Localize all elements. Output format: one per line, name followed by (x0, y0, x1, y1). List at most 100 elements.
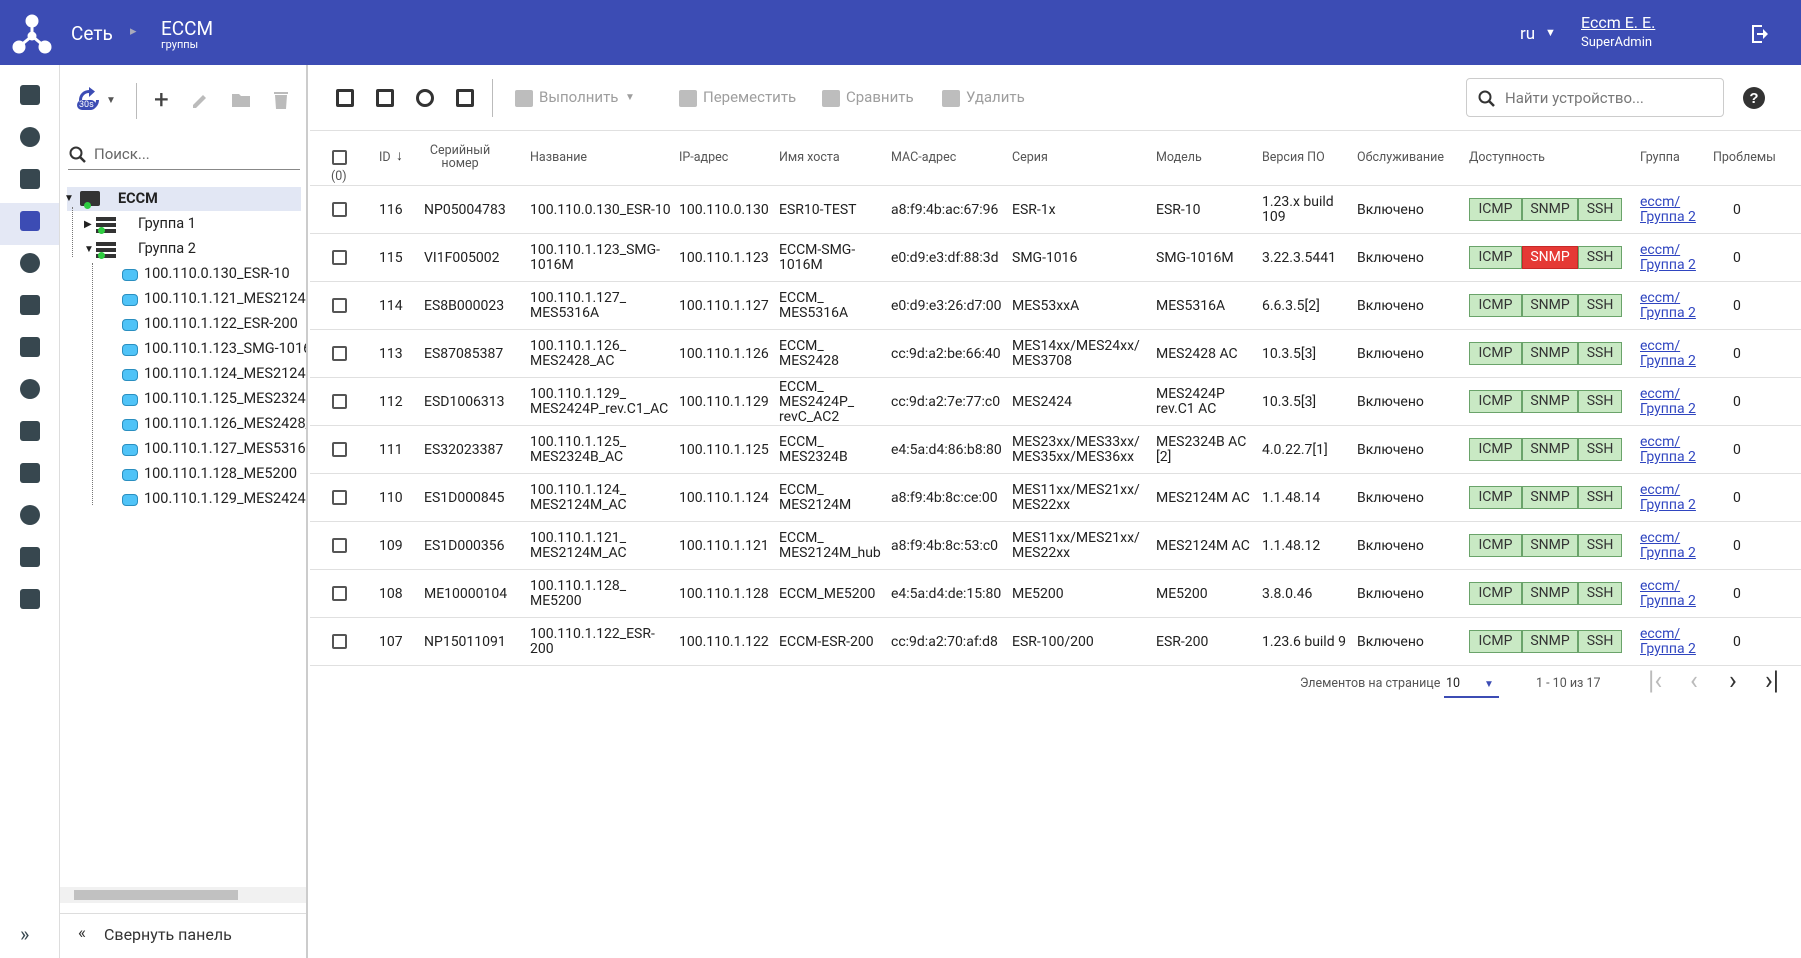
group-link[interactable]: eccm/ Группа 2 (1640, 338, 1696, 369)
dashboard-icon[interactable] (20, 85, 40, 105)
group-link[interactable]: eccm/ Группа 2 (1640, 434, 1696, 465)
group-link[interactable]: eccm/ Группа 2 (1640, 482, 1696, 513)
row-checkbox[interactable] (332, 538, 347, 553)
column-header[interactable]: Группа (1640, 150, 1680, 165)
table-row[interactable]: 113 ES87085387 100.110.1.126_ MES2428_AC 10… (310, 330, 1801, 378)
expand-arrow[interactable]: ▼ (84, 244, 94, 255)
tree-device[interactable]: 100.110.1.121_MES2124M_AC (144, 290, 306, 307)
logo[interactable] (12, 14, 52, 54)
column-header[interactable]: Обслуживание (1357, 150, 1444, 165)
network-icon[interactable] (20, 211, 40, 231)
collapse-panel[interactable]: Свернуть панель (104, 925, 232, 944)
column-header[interactable]: Доступность (1469, 150, 1545, 165)
tree-root[interactable]: ECCM (118, 190, 158, 207)
per-page-select[interactable]: 10 (1444, 674, 1499, 698)
row-checkbox[interactable] (332, 490, 347, 505)
table-row[interactable]: 114 ES8B000023 100.110.1.127_ MES5316A 100.… (310, 282, 1801, 330)
settings-icon[interactable] (20, 589, 40, 609)
group-link[interactable]: eccm/ Группа 2 (1640, 626, 1696, 657)
upload-button[interactable] (456, 89, 474, 107)
cell-host: ECCM-SMG-1016M (779, 242, 856, 273)
logs-icon[interactable] (20, 547, 40, 567)
table-row[interactable]: 107 NP15011091 100.110.1.122_ESR-200 100.11… (310, 618, 1801, 666)
expand-arrow[interactable]: ▼ (64, 193, 74, 204)
row-checkbox[interactable] (332, 586, 347, 601)
tree-device[interactable]: 100.110.0.130_ESR-10 (144, 265, 290, 282)
expand-arrow[interactable]: ▶ (84, 219, 92, 230)
h-scrollbar[interactable] (60, 887, 306, 903)
alarms-icon[interactable] (20, 127, 40, 147)
column-header[interactable]: Серия (1012, 150, 1048, 165)
refresh-icon[interactable] (76, 87, 102, 113)
inventory-icon[interactable] (20, 253, 40, 273)
select-all[interactable] (332, 150, 347, 165)
help-icon[interactable]: ? (1742, 86, 1766, 110)
tree-device[interactable]: 100.110.1.127_MES5316A (144, 440, 308, 457)
group-link[interactable]: eccm/ Группа 2 (1640, 194, 1696, 225)
tree-device[interactable]: 100.110.1.122_ESR-200 (144, 315, 298, 332)
tree-device[interactable]: 100.110.1.126_MES2428_AC (144, 415, 306, 432)
row-checkbox[interactable] (332, 202, 347, 217)
table-row[interactable]: 110 ES1D000845 100.110.1.124_ MES2124M_AC 1… (310, 474, 1801, 522)
breadcrumb-section[interactable]: Сеть (71, 22, 113, 45)
tree-device[interactable]: 100.110.1.129_MES2424P_rev.C1_AC (144, 490, 306, 507)
row-checkbox[interactable] (332, 394, 347, 409)
tree-search[interactable]: Поиск... (94, 145, 150, 163)
column-header[interactable]: Название (530, 150, 588, 165)
language-caret[interactable]: ▼ (1545, 26, 1556, 39)
row-checkbox[interactable] (332, 298, 347, 313)
device-search[interactable]: Найти устройство... (1466, 78, 1724, 117)
row-checkbox[interactable] (332, 634, 347, 649)
column-header[interactable]: ID (379, 150, 391, 165)
table-row[interactable]: 116 NP05004783 100.110.0.130_ESR-10 100.110… (310, 186, 1801, 234)
column-header[interactable]: MAC-адрес (891, 150, 957, 165)
column-header[interactable]: IP-адрес (679, 150, 729, 165)
group-link[interactable]: eccm/ Группа 2 (1640, 242, 1696, 273)
availability-badge: SNMP (1522, 534, 1578, 557)
map-icon[interactable] (20, 169, 40, 189)
tree-device[interactable]: 100.110.1.128_ME5200 (144, 465, 298, 482)
cell-model: MES2124M AC (1156, 537, 1250, 554)
column-header[interactable]: Серийный номер (429, 143, 491, 171)
next-page[interactable]: › (1729, 666, 1737, 696)
settings-button[interactable] (416, 89, 434, 107)
refresh-button[interactable] (376, 89, 394, 107)
language[interactable]: ru (1520, 24, 1536, 44)
row-checkbox[interactable] (332, 442, 347, 457)
expand-icon[interactable]: » (20, 922, 30, 946)
group-link[interactable]: eccm/ Группа 2 (1640, 530, 1696, 561)
scroll-thumb[interactable] (74, 890, 238, 900)
tree-group[interactable]: Группа 2 (138, 240, 196, 257)
table-row[interactable]: 112 ESD1006313 100.110.1.129_ MES2424P_rev… (310, 378, 1801, 426)
table-row[interactable]: 115 VI1F005002 100.110.1.123_SMG-1016M 100.… (310, 234, 1801, 282)
tree-device[interactable]: 100.110.1.125_MES2324B_AC (144, 390, 306, 407)
column-header[interactable]: Имя хоста (779, 150, 840, 165)
user-name[interactable]: Eccm E. E. (1581, 13, 1656, 32)
column-header[interactable]: Проблемы (1713, 150, 1776, 165)
group-link[interactable]: eccm/ Группа 2 (1640, 386, 1696, 417)
column-header[interactable]: Модель (1156, 150, 1202, 165)
row-checkbox[interactable] (332, 250, 347, 265)
monitoring-icon[interactable] (20, 505, 40, 525)
group-link[interactable]: eccm/ Группа 2 (1640, 290, 1696, 321)
add-button[interactable]: + (154, 85, 169, 115)
logout-icon[interactable] (1748, 22, 1772, 46)
filter-button[interactable] (336, 89, 354, 107)
tree-group[interactable]: Группа 1 (138, 215, 196, 232)
table-row[interactable]: 108 ME10000104 100.110.1.128_ ME5200 100.11… (310, 570, 1801, 618)
firmware-icon[interactable] (20, 337, 40, 357)
notifications-icon[interactable] (20, 463, 40, 483)
row-checkbox[interactable] (332, 346, 347, 361)
tasks-icon[interactable] (20, 379, 40, 399)
table-row[interactable]: 109 ES1D000356 100.110.1.121_ MES2124M_AC 1… (310, 522, 1801, 570)
tree-device[interactable]: 100.110.1.123_SMG-1016M (144, 340, 308, 357)
collapse-icon[interactable]: « (78, 923, 86, 943)
calendar-icon[interactable] (20, 421, 40, 441)
tools-icon[interactable] (20, 295, 40, 315)
last-page[interactable]: ›| (1765, 666, 1780, 696)
tree-device[interactable]: 100.110.1.124_MES2124M_AC (144, 365, 306, 382)
table-row[interactable]: 111 ES32023387 100.110.1.125_ MES2324B_AC 1… (310, 426, 1801, 474)
column-header[interactable]: Версия ПО (1262, 150, 1325, 165)
group-link[interactable]: eccm/ Группа 2 (1640, 578, 1696, 609)
refresh-caret[interactable]: ▼ (106, 95, 116, 106)
